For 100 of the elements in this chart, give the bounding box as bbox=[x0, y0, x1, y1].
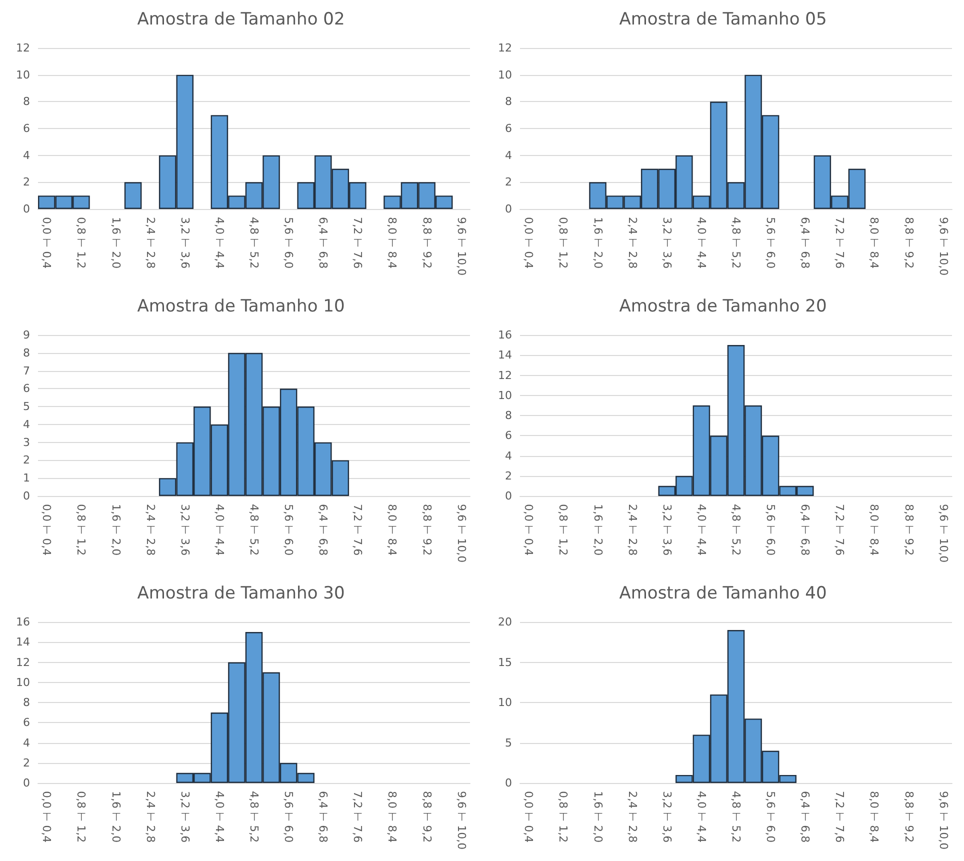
x-tick-label: 0,0 ⊢ 0,4 bbox=[522, 217, 536, 269]
y-tick-label: 2 bbox=[23, 454, 30, 467]
x-tick-label: 3,2 ⊢ 3,6 bbox=[178, 504, 192, 556]
y-tick-label: 1 bbox=[23, 472, 30, 485]
x-tick-label: 0,8 ⊢ 1,2 bbox=[556, 504, 570, 556]
x-tick-label: 0,0 ⊢ 0,4 bbox=[522, 791, 536, 843]
x-tick-label: 0,8 ⊢ 1,2 bbox=[556, 217, 570, 269]
x-tick-label: 8,0 ⊢ 8,4 bbox=[386, 504, 399, 556]
x-tick-label: 7,2 ⊢ 7,6 bbox=[833, 504, 846, 556]
x-tick-label: 1,6 ⊢ 2,0 bbox=[591, 217, 604, 269]
y-tick-label: 6 bbox=[505, 122, 512, 135]
y-tick-label: 8 bbox=[23, 696, 30, 709]
x-tick-label: 7,2 ⊢ 7,6 bbox=[833, 791, 846, 843]
x-tick-label: 1,6 ⊢ 2,0 bbox=[591, 504, 604, 556]
x-tick-label: 4,8 ⊢ 5,2 bbox=[730, 504, 742, 556]
x-tick-label: 8,8 ⊢ 9,2 bbox=[420, 217, 434, 269]
x-tick-label: 8,8 ⊢ 9,2 bbox=[902, 217, 916, 269]
x-tick-label: 9,6 ⊢ 10,0 bbox=[454, 217, 468, 276]
chart-title: Amostra de Tamanho 30 bbox=[137, 584, 345, 604]
x-tick-label: 0,0 ⊢ 0,4 bbox=[40, 791, 54, 843]
x-tick-label: 1,6 ⊢ 2,0 bbox=[591, 791, 604, 843]
x-tick-label: 6,4 ⊢ 6,8 bbox=[798, 791, 812, 843]
x-tick-label: 9,6 ⊢ 10,0 bbox=[454, 791, 468, 850]
x-tick-label: 2,4 ⊢ 2,8 bbox=[144, 504, 157, 556]
y-tick-label: 5 bbox=[23, 400, 30, 414]
y-tick-label: 6 bbox=[23, 382, 30, 396]
y-tick-label: 14 bbox=[16, 636, 30, 649]
x-tick-label: 5,6 ⊢ 6,0 bbox=[764, 217, 778, 269]
x-tick-label: 4,0 ⊢ 4,4 bbox=[694, 504, 708, 556]
x-tick-label: 7,2 ⊢ 7,6 bbox=[351, 217, 364, 269]
y-tick-label: 8 bbox=[23, 95, 30, 108]
x-tick-label: 9,6 ⊢ 10,0 bbox=[454, 504, 468, 563]
x-tick-label: 1,6 ⊢ 2,0 bbox=[109, 791, 122, 843]
x-tick-label: 6,4 ⊢ 6,8 bbox=[316, 217, 330, 269]
x-tick-label: 5,6 ⊢ 6,0 bbox=[764, 791, 778, 843]
y-tick-label: 9 bbox=[23, 328, 30, 342]
y-tick-label: 10 bbox=[16, 68, 30, 82]
x-tick-label: 5,6 ⊢ 6,0 bbox=[764, 504, 778, 556]
x-tick-label: 8,0 ⊢ 8,4 bbox=[386, 217, 399, 269]
x-tick-label: 0,8 ⊢ 1,2 bbox=[74, 217, 88, 269]
x-tick-label: 6,4 ⊢ 6,8 bbox=[316, 504, 330, 556]
y-tick-label: 12 bbox=[498, 42, 512, 54]
y-tick-label: 12 bbox=[16, 656, 30, 669]
x-tick-label: 2,4 ⊢ 2,8 bbox=[626, 791, 639, 843]
x-tick-label: 1,6 ⊢ 2,0 bbox=[109, 217, 122, 269]
x-tick-label: 2,4 ⊢ 2,8 bbox=[144, 217, 157, 269]
x-tick-label: 9,6 ⊢ 10,0 bbox=[936, 217, 950, 276]
y-tick-label: 6 bbox=[505, 429, 512, 442]
x-tick-label: 5,6 ⊢ 6,0 bbox=[282, 791, 296, 843]
y-tick-label: 2 bbox=[505, 469, 512, 482]
y-tick-label: 8 bbox=[23, 346, 30, 360]
y-tick-label: 5 bbox=[505, 736, 512, 750]
y-tick-label: 7 bbox=[23, 364, 30, 378]
x-tick-label: 4,0 ⊢ 4,4 bbox=[212, 504, 226, 556]
x-tick-label: 4,8 ⊢ 5,2 bbox=[248, 791, 260, 843]
y-tick-label: 0 bbox=[23, 776, 30, 790]
chart-title: Amostra de Tamanho 40 bbox=[619, 584, 827, 604]
x-tick-label: 0,0 ⊢ 0,4 bbox=[40, 217, 54, 269]
y-tick-label: 4 bbox=[505, 449, 512, 462]
x-tick-label: 4,0 ⊢ 4,4 bbox=[694, 217, 708, 269]
x-tick-label: 3,2 ⊢ 3,6 bbox=[660, 504, 674, 556]
y-tick-label: 10 bbox=[498, 68, 512, 82]
x-tick-label: 1,6 ⊢ 2,0 bbox=[109, 504, 122, 556]
x-tick-label: 2,4 ⊢ 2,8 bbox=[144, 791, 157, 843]
x-tick-label: 4,8 ⊢ 5,2 bbox=[730, 791, 742, 843]
y-tick-label: 16 bbox=[498, 328, 512, 342]
x-tick-label: 7,2 ⊢ 7,6 bbox=[351, 791, 364, 843]
x-tick-label: 4,0 ⊢ 4,4 bbox=[212, 791, 226, 843]
y-tick-label: 0 bbox=[23, 490, 30, 502]
x-tick-label: 4,0 ⊢ 4,4 bbox=[212, 217, 226, 269]
y-tick-label: 6 bbox=[23, 716, 30, 730]
x-tick-label: 0,8 ⊢ 1,2 bbox=[74, 791, 88, 843]
y-tick-label: 6 bbox=[23, 122, 30, 135]
x-tick-label: 4,8 ⊢ 5,2 bbox=[248, 217, 260, 269]
x-tick-label: 7,2 ⊢ 7,6 bbox=[833, 217, 846, 269]
chart-title: Amostra de Tamanho 05 bbox=[619, 10, 827, 30]
y-tick-label: 16 bbox=[16, 616, 30, 628]
x-tick-label: 6,4 ⊢ 6,8 bbox=[798, 217, 812, 269]
y-tick-label: 8 bbox=[505, 409, 512, 422]
y-tick-label: 0 bbox=[505, 490, 512, 502]
x-tick-label: 4,8 ⊢ 5,2 bbox=[248, 504, 260, 556]
bar bbox=[124, 182, 142, 209]
x-tick-label: 3,2 ⊢ 3,6 bbox=[178, 791, 192, 843]
y-tick-label: 2 bbox=[23, 176, 30, 189]
x-tick-label: 8,0 ⊢ 8,4 bbox=[868, 504, 881, 556]
x-tick-label: 4,0 ⊢ 4,4 bbox=[694, 791, 708, 843]
x-tick-label: 0,0 ⊢ 0,4 bbox=[522, 504, 536, 556]
x-tick-label: 3,2 ⊢ 3,6 bbox=[660, 791, 674, 843]
x-tick-label: 9,6 ⊢ 10,0 bbox=[936, 791, 950, 850]
x-tick-label: 3,2 ⊢ 3,6 bbox=[660, 217, 674, 269]
y-tick-label: 8 bbox=[505, 95, 512, 108]
y-tick-label: 12 bbox=[498, 368, 512, 382]
x-tick-label: 8,8 ⊢ 9,2 bbox=[420, 791, 434, 843]
x-tick-label: 8,0 ⊢ 8,4 bbox=[868, 217, 881, 269]
y-tick-label: 20 bbox=[498, 616, 512, 628]
x-tick-label: 2,4 ⊢ 2,8 bbox=[626, 217, 639, 269]
chart-title: Amostra de Tamanho 20 bbox=[619, 296, 827, 316]
x-tick-label: 5,6 ⊢ 6,0 bbox=[282, 217, 296, 269]
y-tick-label: 2 bbox=[23, 756, 30, 770]
x-tick-label: 8,8 ⊢ 9,2 bbox=[902, 791, 916, 843]
